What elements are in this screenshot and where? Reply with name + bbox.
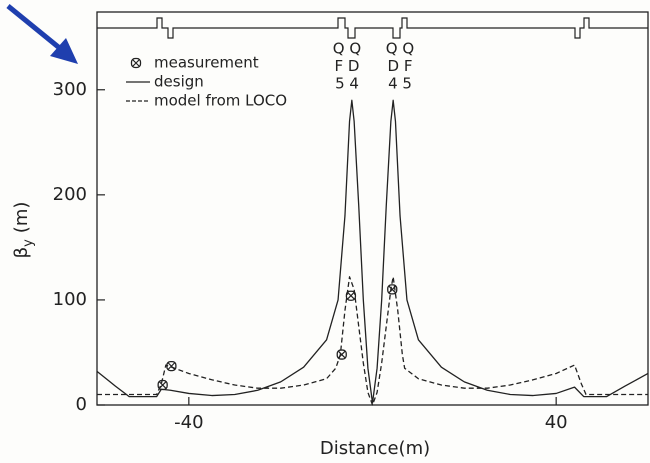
x-tick-label: -40 [174, 412, 203, 433]
series-line [97, 276, 648, 406]
legend-label: design [154, 73, 204, 91]
y-axis-label-subscript: y [21, 239, 36, 247]
magnet-label: Q Q [333, 40, 361, 58]
magnet-label: 4 5 [388, 75, 412, 93]
magnet-label: 5 4 [335, 75, 359, 93]
magnet-label: Q Q [386, 40, 414, 58]
marker-box [387, 284, 398, 295]
magnet-label: F D [335, 57, 360, 75]
y-tick-label: 0 [76, 394, 87, 415]
legend-symbol [130, 57, 142, 69]
y-axis-label: βy (m) [11, 202, 36, 259]
measurement-point [345, 290, 357, 301]
x-tick-label: 40 [545, 412, 568, 433]
y-tick-label: 100 [53, 289, 87, 310]
y-axis-label-unit: (m) [11, 202, 32, 234]
marker-box [345, 290, 357, 301]
y-tick-label: 200 [53, 184, 87, 205]
series-line [96, 99, 649, 404]
legend-label: model from LOCO [154, 92, 287, 110]
marker-box [336, 349, 347, 360]
lattice-line [97, 17, 648, 39]
magnet-label: D F [388, 57, 413, 75]
marker-cross [132, 59, 140, 67]
legend-label: measurement [154, 54, 259, 72]
marker-cross [346, 291, 355, 300]
pointer-arrow-head [50, 38, 78, 64]
pointer-arrow [6, 4, 64, 52]
marker-box [130, 57, 142, 69]
y-axis-label-symbol: β [11, 247, 32, 259]
x-axis-label: Distance(m) [320, 438, 430, 459]
y-tick-label: 300 [53, 79, 87, 100]
